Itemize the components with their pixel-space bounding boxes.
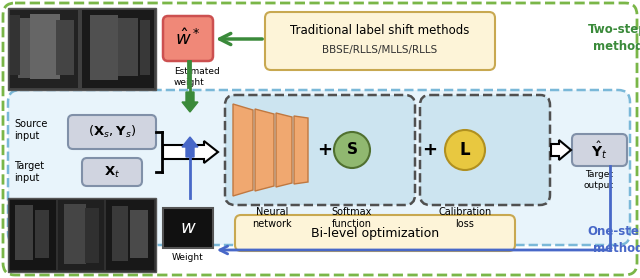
Bar: [8, 8, 156, 90]
Bar: [8, 198, 156, 272]
Text: $\mathbf{X}_t$: $\mathbf{X}_t$: [104, 165, 120, 180]
Text: Calibration
loss: Calibration loss: [438, 207, 492, 229]
Bar: [10, 15, 20, 75]
Polygon shape: [255, 109, 274, 191]
Bar: [130, 210, 148, 258]
Bar: [15, 205, 33, 260]
Polygon shape: [276, 113, 292, 187]
Text: Neural
network: Neural network: [252, 207, 292, 229]
Text: Estimated
weight: Estimated weight: [174, 67, 220, 87]
Bar: [118, 18, 138, 76]
Circle shape: [445, 130, 485, 170]
Bar: [56, 20, 74, 75]
Text: $\hat{\mathbf{Y}}_t$: $\hat{\mathbf{Y}}_t$: [591, 139, 607, 161]
Text: L: L: [460, 141, 470, 159]
Text: $(\mathbf{X}_s, \mathbf{Y}_s)$: $(\mathbf{X}_s, \mathbf{Y}_s)$: [88, 124, 136, 140]
FancyBboxPatch shape: [235, 215, 515, 251]
FancyBboxPatch shape: [3, 3, 637, 275]
Bar: [106, 200, 154, 270]
FancyArrow shape: [551, 140, 571, 160]
Bar: [64, 204, 86, 264]
Bar: [10, 200, 56, 270]
Bar: [18, 18, 43, 78]
FancyBboxPatch shape: [225, 95, 415, 205]
Text: One-step
method: One-step method: [588, 225, 640, 255]
FancyBboxPatch shape: [68, 115, 156, 149]
Text: S: S: [346, 143, 358, 158]
FancyArrow shape: [182, 137, 198, 157]
Text: BBSE/RLLS/MLLS/RLLS: BBSE/RLLS/MLLS/RLLS: [323, 45, 438, 55]
Text: +: +: [422, 141, 438, 159]
Text: Target
output: Target output: [584, 170, 614, 190]
Bar: [90, 15, 118, 80]
FancyBboxPatch shape: [420, 95, 550, 205]
Text: +: +: [317, 141, 333, 159]
Polygon shape: [233, 104, 253, 196]
FancyBboxPatch shape: [265, 12, 495, 70]
Text: Target
input: Target input: [14, 161, 44, 183]
Bar: [112, 206, 128, 261]
Bar: [58, 200, 104, 270]
Circle shape: [334, 132, 370, 168]
Bar: [163, 208, 213, 248]
Text: Weight: Weight: [172, 253, 204, 262]
FancyArrow shape: [163, 141, 218, 163]
Text: Two-step
method: Two-step method: [588, 23, 640, 53]
Bar: [30, 14, 60, 79]
Text: $\hat{w}^*$: $\hat{w}^*$: [175, 29, 200, 49]
Text: Softmax
function: Softmax function: [332, 207, 372, 229]
Bar: [35, 210, 49, 258]
Text: Traditional label shift methods: Traditional label shift methods: [291, 24, 470, 38]
FancyBboxPatch shape: [82, 158, 142, 186]
Polygon shape: [294, 116, 308, 184]
FancyBboxPatch shape: [163, 16, 213, 61]
FancyBboxPatch shape: [8, 90, 630, 245]
Bar: [10, 10, 78, 88]
Text: Bi-level optimization: Bi-level optimization: [311, 227, 439, 240]
FancyBboxPatch shape: [572, 134, 627, 166]
Bar: [82, 10, 154, 88]
Bar: [140, 20, 150, 75]
FancyArrow shape: [182, 92, 198, 112]
Bar: [85, 208, 99, 263]
Text: Source
input: Source input: [14, 119, 47, 141]
Text: $w$: $w$: [180, 219, 196, 237]
